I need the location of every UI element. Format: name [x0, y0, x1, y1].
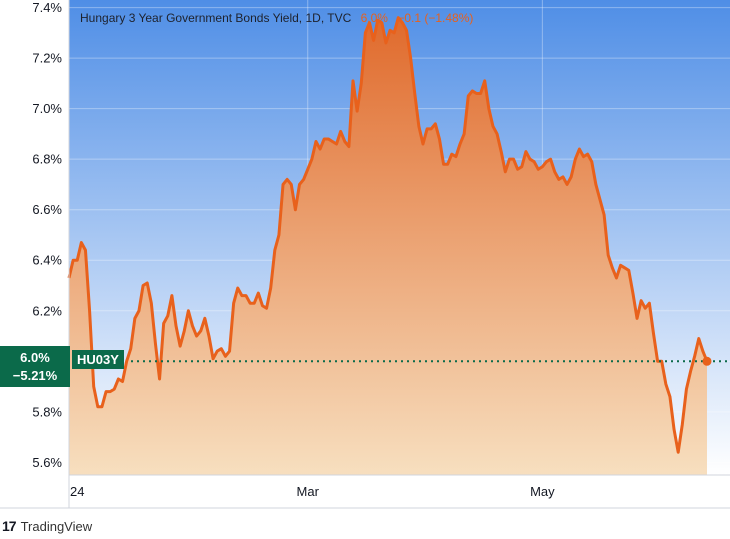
chart-title: Hungary 3 Year Government Bonds Yield, 1… — [80, 11, 352, 25]
y-tick-label: 6.2% — [32, 303, 62, 318]
last-price: 6.0% — [20, 350, 50, 365]
last-change-pct: −5.21% — [12, 368, 58, 383]
y-tick-label: 7.4% — [32, 0, 62, 15]
x-tick-label: Mar — [297, 484, 320, 499]
y-tick-label: 6.8% — [32, 152, 62, 167]
y-tick-label: 5.8% — [32, 404, 62, 419]
last-price-box: 6.0% −5.21% — [0, 346, 70, 387]
last-value: 6.0% — [360, 11, 388, 25]
y-tick-label: 5.6% — [32, 455, 62, 470]
x-tick-label: 24 — [70, 484, 84, 499]
last-point-marker[interactable] — [702, 356, 712, 366]
change-value: −0.1 (−1.48%) — [397, 11, 474, 25]
x-tick-label: May — [530, 484, 555, 499]
symbol-tag: HU03Y — [72, 350, 124, 369]
chart-legend: Hungary 3 Year Government Bonds Yield, 1… — [80, 11, 473, 25]
y-tick-label: 6.6% — [32, 202, 62, 217]
series-line — [67, 16, 709, 454]
brand-name: TradingView — [20, 518, 93, 534]
y-tick-label: 7.0% — [32, 101, 62, 116]
x-axis-ticks: 24MarMayJul5 — [70, 484, 555, 499]
tradingview-logo-icon: 17 — [2, 518, 17, 534]
y-tick-label: 7.2% — [32, 51, 62, 66]
y-axis-ticks: 7.4%7.2%7.0%6.8%6.6%6.4%6.2%6.0%5.8%5.6% — [32, 0, 62, 470]
brand[interactable]: 17 TradingView — [2, 518, 92, 534]
y-tick-label: 6.4% — [32, 253, 62, 268]
last-price-label: 6.0% −5.21% HU03Y — [0, 346, 131, 387]
